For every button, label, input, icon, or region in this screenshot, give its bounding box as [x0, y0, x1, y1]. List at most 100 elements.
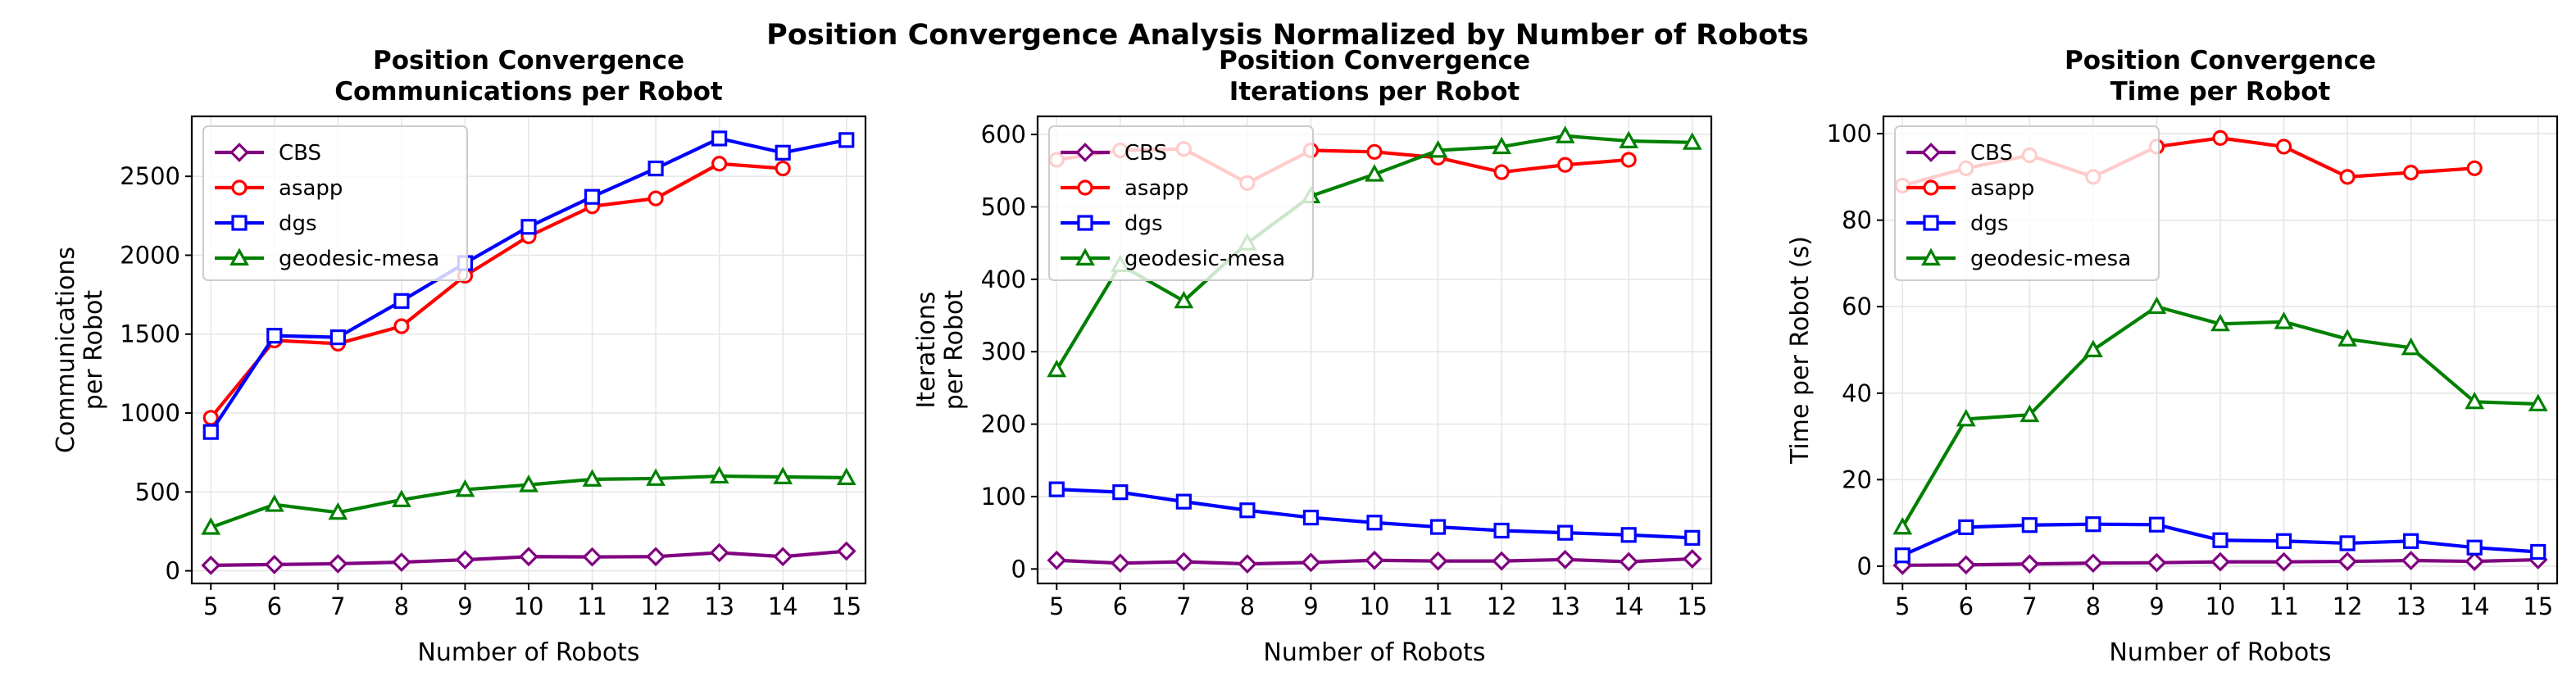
chart-title: Time per Robot — [2110, 77, 2331, 107]
legend: CBS asapp dgs geodesic-mesa — [202, 125, 468, 281]
data-point-CBS — [1110, 553, 1130, 574]
data-point-dgs — [1684, 529, 1701, 546]
legend-box — [202, 125, 468, 281]
data-point-asapp — [1557, 157, 1574, 173]
legend-label-geodesic-mesa: geodesic-mesa — [279, 247, 439, 271]
data-point-geodesic-mesa — [1047, 359, 1067, 378]
legend-label-dgs: dgs — [1124, 211, 1163, 236]
data-point-CBS — [2147, 552, 2167, 573]
data-point-CBS — [2019, 554, 2040, 574]
data-point-dgs — [584, 188, 601, 205]
legend-label-asapp: asapp — [1124, 176, 1188, 201]
data-point-dgs — [202, 424, 219, 440]
data-point-dgs — [2275, 533, 2292, 549]
x-tick-label: 14 — [1614, 592, 1644, 620]
data-point-CBS — [1301, 552, 1321, 573]
y-tick-label: 1500 — [120, 320, 180, 348]
data-point-dgs — [1048, 481, 1065, 497]
x-tick-label: 8 — [394, 592, 409, 620]
legend-marker-dgs — [1077, 215, 1093, 231]
legend-marker-asapp — [1077, 179, 1093, 196]
x-tick-label: 9 — [2149, 592, 2164, 620]
y-tick-label: 0 — [1011, 555, 1026, 583]
legend-label-asapp: asapp — [1970, 176, 2034, 201]
x-tick-label: 5 — [1049, 592, 1064, 620]
data-point-geodesic-mesa — [2147, 296, 2167, 315]
data-point-geodesic-mesa — [2337, 329, 2358, 347]
data-point-dgs — [2466, 539, 2483, 556]
data-point-asapp — [775, 160, 791, 177]
data-point-CBS — [1619, 551, 1639, 572]
chart-panel-3: 5 6 7 8 9 10 11 12 13 14 15 0 20 40 60 80 100 Number of R… — [1786, 46, 2559, 667]
legend-marker-dgs — [231, 215, 248, 231]
x-axis-label: Number of Robots — [2109, 638, 2331, 667]
data-point-CBS — [455, 550, 475, 570]
data-point-asapp — [2212, 129, 2228, 146]
x-tick-label: 12 — [641, 592, 671, 620]
data-point-CBS — [1682, 549, 1702, 569]
chart-title: Position Convergence — [373, 46, 684, 75]
data-point-geodesic-mesa — [455, 479, 475, 497]
data-point-geodesic-mesa — [519, 474, 538, 492]
y-tick-label: 20 — [1842, 465, 1872, 493]
data-point-dgs — [1239, 502, 1256, 519]
data-point-dgs — [1175, 493, 1192, 510]
data-point-geodesic-mesa — [2401, 337, 2421, 356]
data-point-asapp — [711, 156, 728, 172]
chart-title: Position Convergence — [1219, 46, 1530, 75]
x-tick-label: 7 — [2022, 592, 2037, 620]
data-point-dgs — [2148, 516, 2165, 533]
data-point-CBS — [519, 547, 538, 567]
data-point-dgs — [2085, 516, 2101, 533]
legend-box — [1048, 125, 1314, 281]
x-tick-label: 11 — [1423, 592, 1453, 620]
data-point-geodesic-mesa — [1492, 136, 1512, 155]
data-point-geodesic-mesa — [1555, 125, 1575, 143]
data-point-CBS — [264, 555, 284, 574]
data-point-geodesic-mesa — [709, 465, 729, 484]
x-tick-label: 6 — [1959, 592, 1974, 620]
data-point-dgs — [2339, 535, 2356, 551]
x-tick-label: 14 — [2460, 592, 2490, 620]
data-point-dgs — [1429, 519, 1447, 535]
data-point-CBS — [2210, 551, 2230, 572]
x-tick-label: 13 — [2396, 592, 2426, 620]
data-point-dgs — [2021, 517, 2038, 533]
chart-panel-2: 5 6 7 8 9 10 11 12 13 14 15 0 100 200 300 400 500 600 Numb… — [912, 46, 1713, 667]
legend-marker-asapp — [1923, 179, 1939, 196]
y-tick-label: 400 — [981, 266, 1026, 293]
data-point-geodesic-mesa — [2019, 404, 2040, 423]
legend-label-geodesic-mesa: geodesic-mesa — [1124, 247, 1285, 271]
y-tick-label: 500 — [135, 478, 180, 506]
legend-label-geodesic-mesa: geodesic-mesa — [1970, 247, 2131, 271]
legend-label-CBS: CBS — [279, 141, 321, 166]
x-tick-label: 5 — [203, 592, 218, 620]
x-tick-label: 10 — [1360, 592, 1390, 620]
x-tick-label: 12 — [1487, 592, 1517, 620]
x-tick-label: 7 — [1176, 592, 1191, 620]
data-point-dgs — [266, 328, 283, 344]
data-point-asapp — [2275, 138, 2292, 155]
y-axis-label: per Robot — [80, 290, 108, 411]
y-tick-label: 60 — [1842, 293, 1872, 320]
legend-marker-geodesic-mesa — [1075, 247, 1095, 266]
data-point-geodesic-mesa — [264, 494, 284, 512]
legend-marker-CBS — [1921, 143, 1941, 162]
data-point-CBS — [2274, 551, 2294, 572]
legend-marker-geodesic-mesa — [229, 247, 249, 266]
data-point-dgs — [1958, 519, 1974, 535]
y-tick-label: 40 — [1842, 379, 1872, 407]
data-point-CBS — [709, 542, 729, 563]
data-point-asapp — [2403, 165, 2419, 181]
legend-label-dgs: dgs — [1970, 211, 2009, 236]
legend-label-dgs: dgs — [279, 211, 317, 236]
x-tick-label: 12 — [2333, 592, 2363, 620]
y-tick-label: 2000 — [120, 241, 180, 269]
data-point-CBS — [1956, 555, 1976, 575]
data-point-asapp — [1620, 152, 1637, 168]
data-point-geodesic-mesa — [836, 467, 856, 485]
x-tick-label: 6 — [267, 592, 282, 620]
data-point-geodesic-mesa — [1682, 132, 1702, 150]
data-point-geodesic-mesa — [328, 502, 348, 520]
